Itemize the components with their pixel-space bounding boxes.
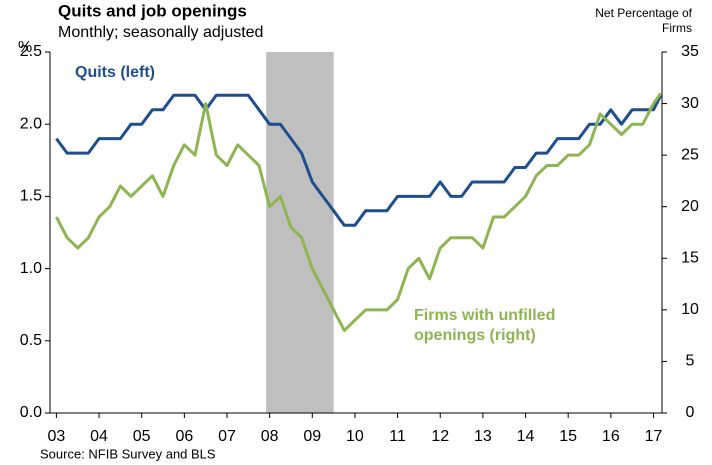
series-line (55, 93, 663, 227)
y2-axis-label: Net Percentage of Firms (595, 6, 692, 35)
x-tick-label: 06 (175, 428, 193, 445)
x-tick-label: 14 (517, 428, 535, 445)
x-tick-label: 13 (474, 428, 492, 445)
y-axis-label: % (18, 39, 32, 56)
x-tick-label: 10 (346, 428, 364, 445)
chart-title: Quits and job openings (58, 1, 247, 20)
x-tick-label: 15 (559, 428, 577, 445)
y2-tick-label: 35 (681, 43, 699, 60)
x-tick-label: 03 (47, 428, 65, 445)
y2-tick-label: 30 (681, 95, 699, 112)
x-tick-label: 11 (389, 428, 406, 445)
x-tick-label: 04 (90, 428, 108, 445)
y-tick-label: 2.0 (20, 115, 42, 132)
x-tick-label: 08 (261, 428, 279, 445)
y-tick-label: 2.5 (20, 43, 42, 60)
y-tick-label: 1.0 (20, 260, 42, 277)
x-tick-label: 17 (645, 428, 663, 445)
y2-tick-label: 5 (686, 353, 695, 370)
x-tick-label: 12 (431, 428, 449, 445)
series-label: Quits (left) (75, 64, 155, 81)
y2-tick-label: 10 (681, 301, 699, 318)
x-tick-label: 05 (133, 428, 151, 445)
recession-shading (266, 52, 334, 413)
y2-tick-label: 15 (681, 250, 699, 267)
x-tick-label: 09 (303, 428, 321, 445)
y-tick-label: 0.5 (20, 332, 42, 349)
source: Source: NFIB Survey and BLS (40, 446, 216, 461)
y-tick-label: 1.5 (20, 188, 42, 205)
chart-subtitle: Monthly; seasonally adjusted (58, 24, 263, 41)
y-tick-label: 0.0 (20, 404, 42, 421)
series-label: Firms with unfilled openings (right) (414, 307, 556, 344)
y2-tick-label: 20 (681, 198, 699, 215)
y2-tick-label: 25 (681, 146, 699, 163)
series-line (55, 92, 662, 332)
x-tick-label: 07 (218, 428, 236, 445)
y2-tick-label: 0 (686, 404, 695, 421)
x-tick-label: 16 (602, 428, 620, 445)
